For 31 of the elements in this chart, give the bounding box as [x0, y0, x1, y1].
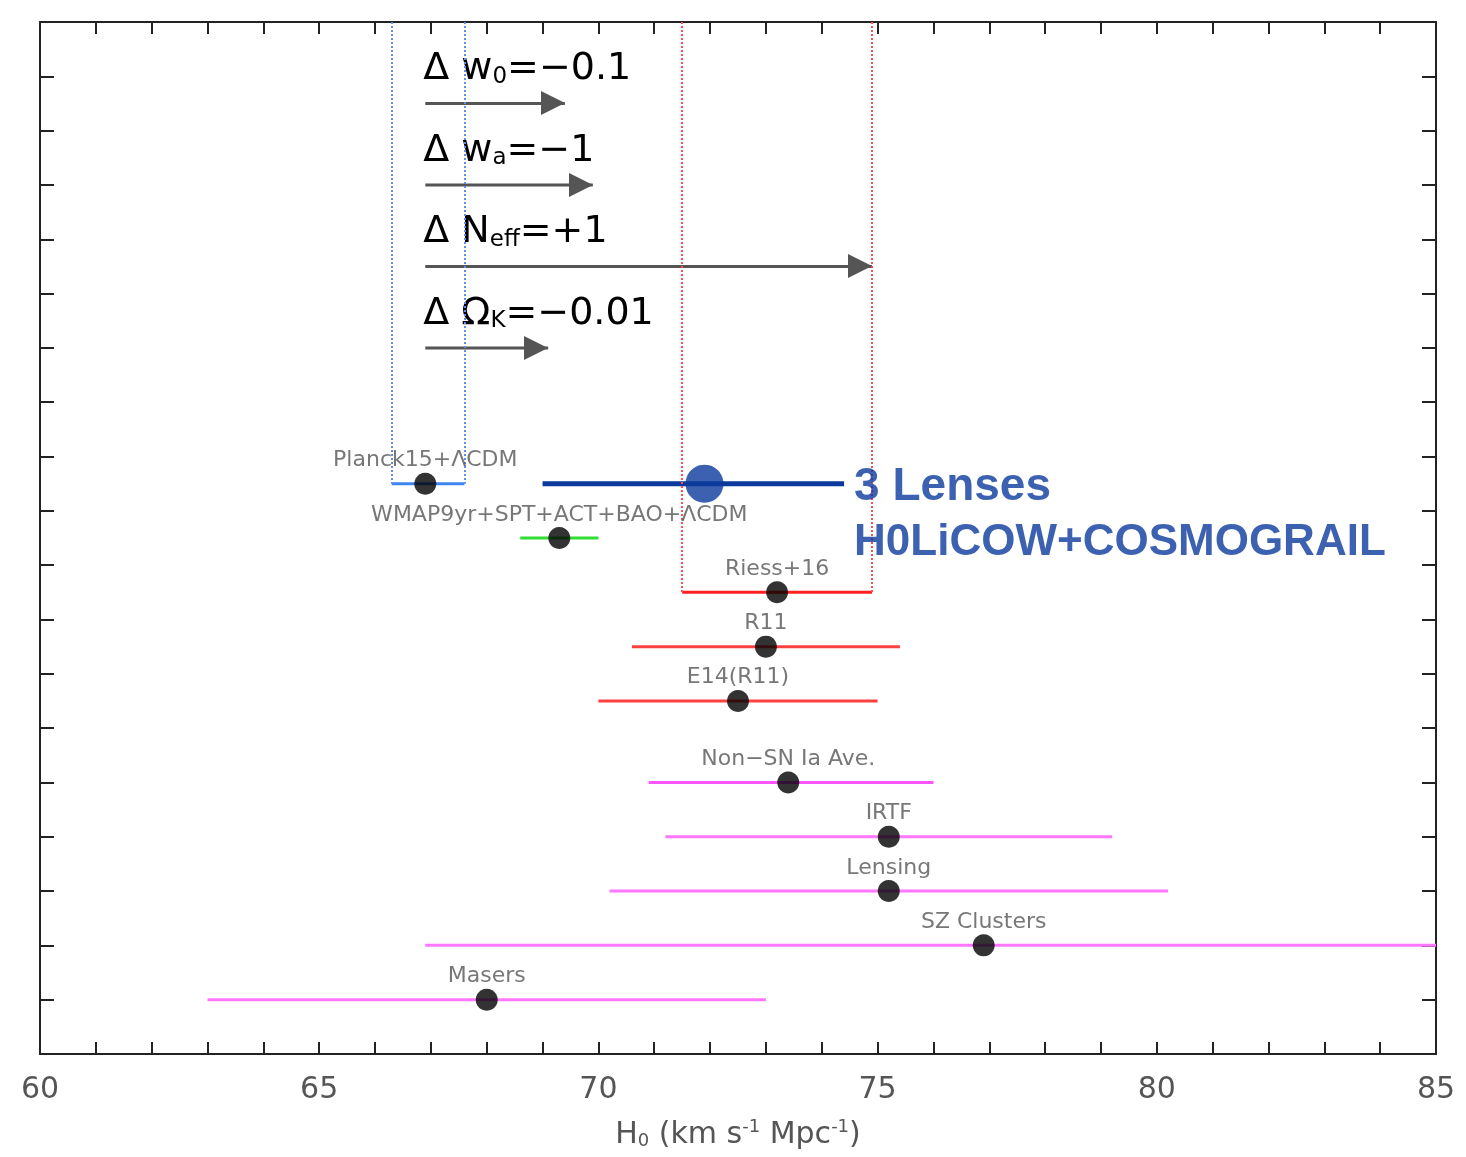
point [766, 581, 789, 604]
series-label: E14(R11) [686, 663, 790, 689]
series-label: Lensing [846, 853, 932, 879]
series-label: IRTF [865, 799, 912, 825]
x-tick-label: 70 [579, 1069, 618, 1105]
point [727, 689, 749, 712]
annotation: Δ Neff=+1 [423, 207, 608, 252]
series-label: Masers [447, 962, 526, 988]
point [414, 472, 437, 495]
point [877, 880, 900, 903]
point [685, 464, 724, 503]
x-tick-label: 65 [300, 1069, 339, 1105]
annotation: Δ w0=−0.1 [423, 44, 632, 89]
point [777, 771, 800, 794]
series-label: Non−SN Ia Ave. [701, 744, 876, 770]
point [877, 825, 900, 848]
point [754, 635, 777, 658]
series-label: SZ Clusters [920, 907, 1047, 933]
annotation: Δ wa=−1 [423, 125, 595, 170]
point [972, 934, 995, 957]
series-label: Riess+16 [724, 554, 830, 580]
text: 3 Lenses H0LiCOW+COSMOGRAIL [854, 457, 1386, 565]
x-tick-label: 80 [1137, 1069, 1176, 1105]
series-label: R11 [744, 609, 788, 635]
point [475, 988, 498, 1011]
series-label: WMAP9yr+SPT+ACT+BAO+ΛCDM [371, 500, 748, 526]
x-tick-label: 85 [1416, 1069, 1456, 1105]
x-tick-label: 75 [858, 1069, 897, 1105]
point [548, 527, 571, 549]
x-tick-label: 60 [20, 1069, 60, 1105]
series-label: Planck15+ΛCDM [333, 446, 518, 472]
